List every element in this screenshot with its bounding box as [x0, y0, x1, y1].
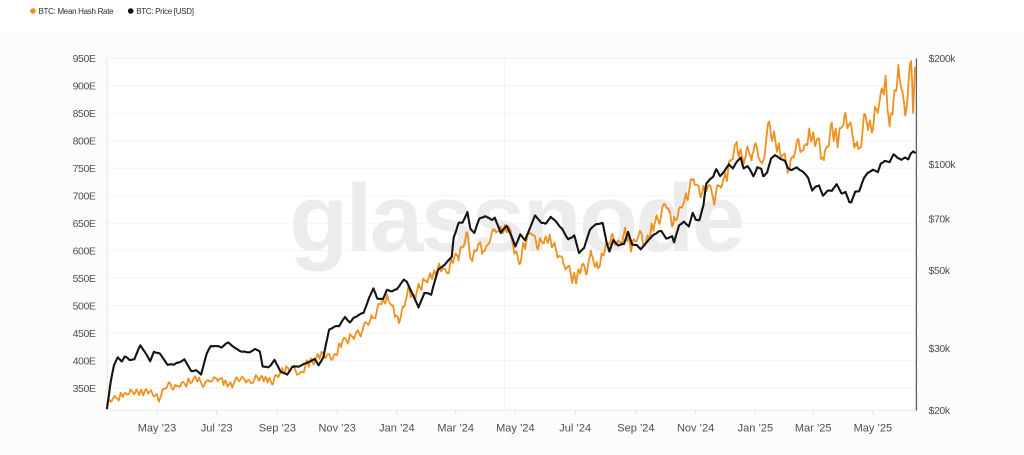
svg-text:750E: 750E [73, 163, 96, 175]
svg-text:700E: 700E [73, 191, 96, 203]
svg-text:Mar ’24: Mar ’24 [437, 423, 474, 435]
svg-text:Nov ’24: Nov ’24 [677, 423, 714, 435]
svg-text:$200k: $200k [929, 53, 957, 65]
svg-text:Mar ’25: Mar ’25 [795, 423, 832, 435]
svg-text:$100k: $100k [929, 159, 957, 171]
svg-text:Jul ’23: Jul ’23 [201, 423, 233, 435]
svg-text:BTC: Price [USD]: BTC: Price [USD] [136, 7, 194, 16]
svg-text:May ’25: May ’25 [854, 423, 893, 435]
svg-text:May ’23: May ’23 [138, 423, 177, 435]
svg-text:$70k: $70k [929, 214, 951, 226]
svg-text:BTC: Mean Hash Rate: BTC: Mean Hash Rate [39, 7, 115, 16]
svg-text:550E: 550E [73, 273, 96, 285]
svg-text:650E: 650E [73, 218, 96, 230]
svg-text:Sep ’23: Sep ’23 [259, 423, 296, 435]
svg-text:$30k: $30k [929, 343, 951, 355]
svg-text:350E: 350E [73, 383, 96, 395]
svg-text:850E: 850E [73, 108, 96, 120]
svg-text:500E: 500E [73, 300, 96, 312]
svg-text:400E: 400E [73, 355, 96, 367]
svg-text:600E: 600E [73, 246, 96, 258]
svg-text:May ’24: May ’24 [496, 423, 535, 435]
svg-text:900E: 900E [73, 81, 96, 93]
svg-text:800E: 800E [73, 136, 96, 148]
svg-text:Jan ’24: Jan ’24 [379, 423, 414, 435]
svg-text:Nov ’23: Nov ’23 [319, 423, 356, 435]
svg-text:950E: 950E [73, 53, 96, 65]
svg-text:Jul ’24: Jul ’24 [559, 423, 591, 435]
svg-text:$20k: $20k [929, 405, 951, 417]
svg-text:$50k: $50k [929, 265, 951, 277]
svg-text:Jan ’25: Jan ’25 [738, 423, 773, 435]
svg-text:450E: 450E [73, 328, 96, 340]
svg-text:Sep ’24: Sep ’24 [617, 423, 654, 435]
